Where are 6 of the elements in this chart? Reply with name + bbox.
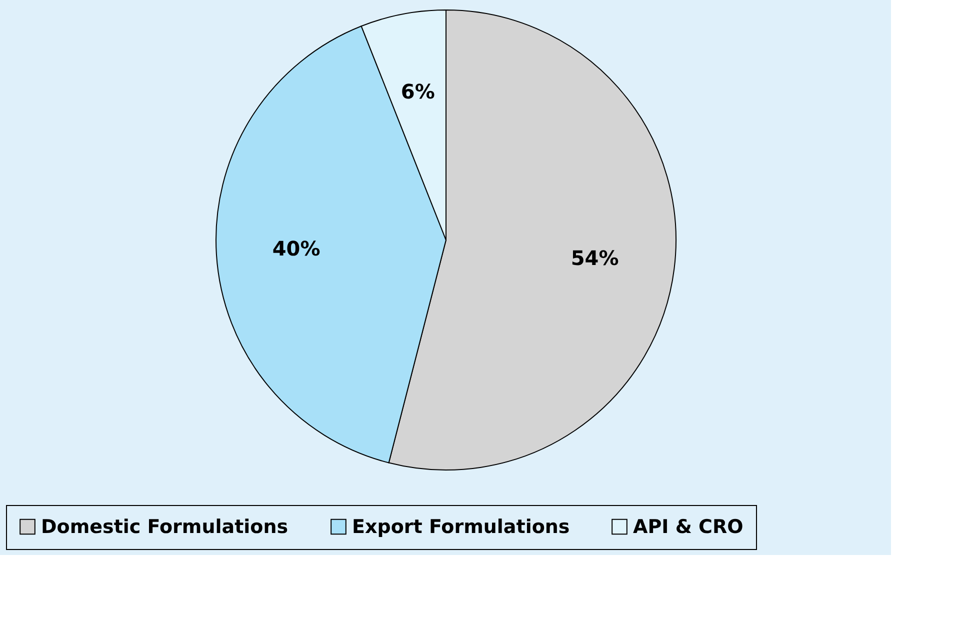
legend-label: API & CRO: [633, 516, 744, 538]
data-label: 54%: [570, 246, 619, 270]
legend-label: Export Formulations: [352, 516, 570, 538]
data-label: 6%: [400, 80, 435, 104]
legend-label: Domestic Formulations: [41, 516, 288, 538]
data-label: 40%: [272, 236, 320, 260]
